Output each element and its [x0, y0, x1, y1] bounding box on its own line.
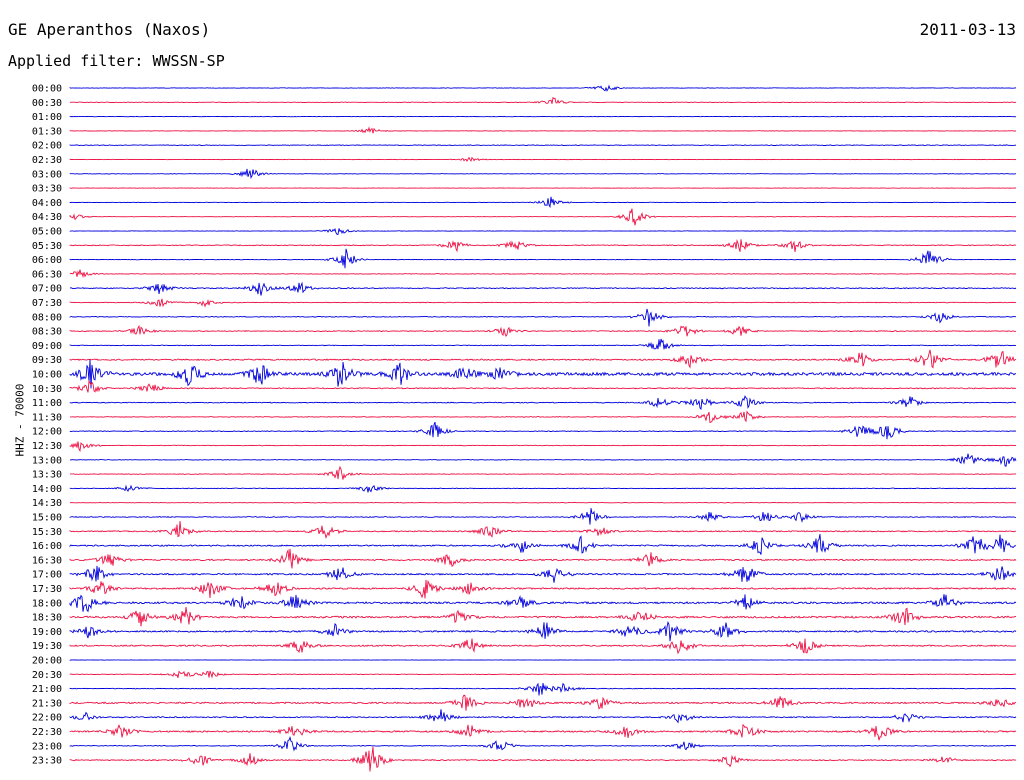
seismic-trace	[69, 359, 1017, 389]
seismic-trace	[69, 579, 1017, 599]
time-tick-label: 09:30	[32, 355, 62, 366]
seismic-trace	[69, 308, 1017, 327]
time-tick-label: 07:00	[32, 284, 62, 295]
seismic-trace	[69, 379, 1017, 393]
time-tick-label: 11:00	[32, 398, 62, 409]
time-tick-label: 20:00	[32, 656, 62, 667]
time-tick-label: 16:30	[32, 555, 62, 566]
time-tick-label: 05:00	[32, 227, 62, 238]
seismic-trace	[69, 84, 1017, 92]
seismic-trace	[69, 694, 1017, 711]
time-tick-label: 16:00	[32, 541, 62, 552]
seismic-trace	[69, 349, 1017, 369]
time-tick-label: 17:00	[32, 570, 62, 581]
filter-label: Applied filter: WWSSN-SP	[8, 52, 225, 70]
seismic-trace	[69, 548, 1017, 569]
time-tick-label: 21:30	[32, 698, 62, 709]
seismic-trace	[69, 465, 1017, 480]
seismic-trace	[70, 96, 1017, 104]
seismic-trace	[69, 508, 1017, 525]
time-tick-label: 03:00	[32, 169, 62, 180]
seismic-trace	[69, 709, 1017, 724]
time-tick-label: 06:30	[32, 269, 62, 280]
seismic-trace	[69, 281, 1017, 296]
time-tick-label: 22:00	[32, 713, 62, 724]
seismic-trace	[69, 248, 1017, 269]
seismic-trace	[69, 227, 1017, 236]
time-tick-label: 10:00	[32, 370, 62, 381]
time-tick-label: 15:00	[32, 513, 62, 524]
time-tick-label: 01:30	[32, 126, 62, 137]
seismic-trace	[69, 338, 1017, 350]
time-tick-label: 02:30	[32, 155, 62, 166]
time-tick-label: 13:30	[32, 470, 62, 481]
time-tick-label: 21:00	[32, 684, 62, 695]
seismic-trace	[70, 410, 1017, 424]
time-tick-label: 04:30	[32, 212, 62, 223]
time-tick-label: 07:30	[32, 298, 62, 309]
seismic-trace	[69, 620, 1017, 642]
seismic-trace	[69, 453, 1017, 467]
seismic-trace	[69, 746, 1017, 772]
time-tick-label: 14:00	[32, 484, 62, 495]
time-tick-label: 18:30	[32, 613, 62, 624]
seismic-trace	[69, 534, 1017, 555]
time-tick-label: 17:30	[32, 584, 62, 595]
time-tick-label: 12:00	[32, 427, 62, 438]
time-tick-label: 23:00	[32, 741, 62, 752]
seismic-trace	[69, 421, 1017, 440]
seismic-trace	[69, 269, 1017, 279]
seismic-trace	[69, 484, 1017, 493]
seismic-trace	[69, 594, 1017, 613]
time-tick-label: 13:00	[32, 455, 62, 466]
seismic-trace	[69, 144, 1017, 147]
seismic-trace	[69, 607, 1017, 627]
time-tick-label: 23:30	[32, 756, 62, 767]
time-tick-label: 08:00	[32, 312, 62, 323]
seismic-trace	[69, 521, 1017, 539]
time-tick-label: 06:00	[32, 255, 62, 266]
seismic-trace	[69, 239, 1017, 253]
seismic-trace	[69, 324, 1017, 338]
seismic-trace	[69, 168, 1016, 179]
seismic-trace	[69, 395, 1017, 410]
time-tick-label: 12:30	[32, 441, 62, 452]
time-tick-label: 18:00	[32, 598, 62, 609]
time-tick-label: 01:00	[32, 112, 62, 123]
time-tick-label: 22:30	[32, 727, 62, 738]
seismic-trace	[69, 682, 1016, 696]
seismic-trace	[69, 156, 1017, 163]
time-tick-label: 19:30	[32, 641, 62, 652]
seismic-trace	[69, 565, 1017, 583]
seismic-trace	[69, 670, 1017, 679]
time-tick-label: 03:30	[32, 184, 62, 195]
time-tick-label: 02:00	[32, 141, 62, 152]
time-tick-label: 00:30	[32, 98, 62, 109]
time-tick-label: 11:30	[32, 412, 62, 423]
seismic-trace	[69, 126, 1017, 134]
date-label: 2011-03-13	[919, 20, 1016, 39]
time-tick-label: 10:30	[32, 384, 62, 395]
time-tick-label: 05:30	[32, 241, 62, 252]
seismic-trace	[69, 638, 1017, 655]
time-tick-label: 14:30	[32, 498, 62, 509]
seismic-trace	[69, 208, 1017, 226]
time-tick-label: 08:30	[32, 327, 62, 338]
time-tick-label: 00:00	[32, 84, 62, 95]
station-title: GE Aperanthos (Naxos)	[8, 20, 211, 39]
time-tick-label: 20:30	[32, 670, 62, 681]
seismic-trace	[69, 298, 1017, 308]
seismic-trace	[69, 196, 1017, 209]
seismic-trace	[69, 723, 1017, 741]
time-tick-label: 19:00	[32, 627, 62, 638]
time-tick-label: 04:00	[32, 198, 62, 209]
time-tick-label: 15:30	[32, 527, 62, 538]
seismic-trace	[69, 736, 1017, 752]
seismic-trace	[69, 441, 1017, 452]
time-tick-label: 09:00	[32, 341, 62, 352]
